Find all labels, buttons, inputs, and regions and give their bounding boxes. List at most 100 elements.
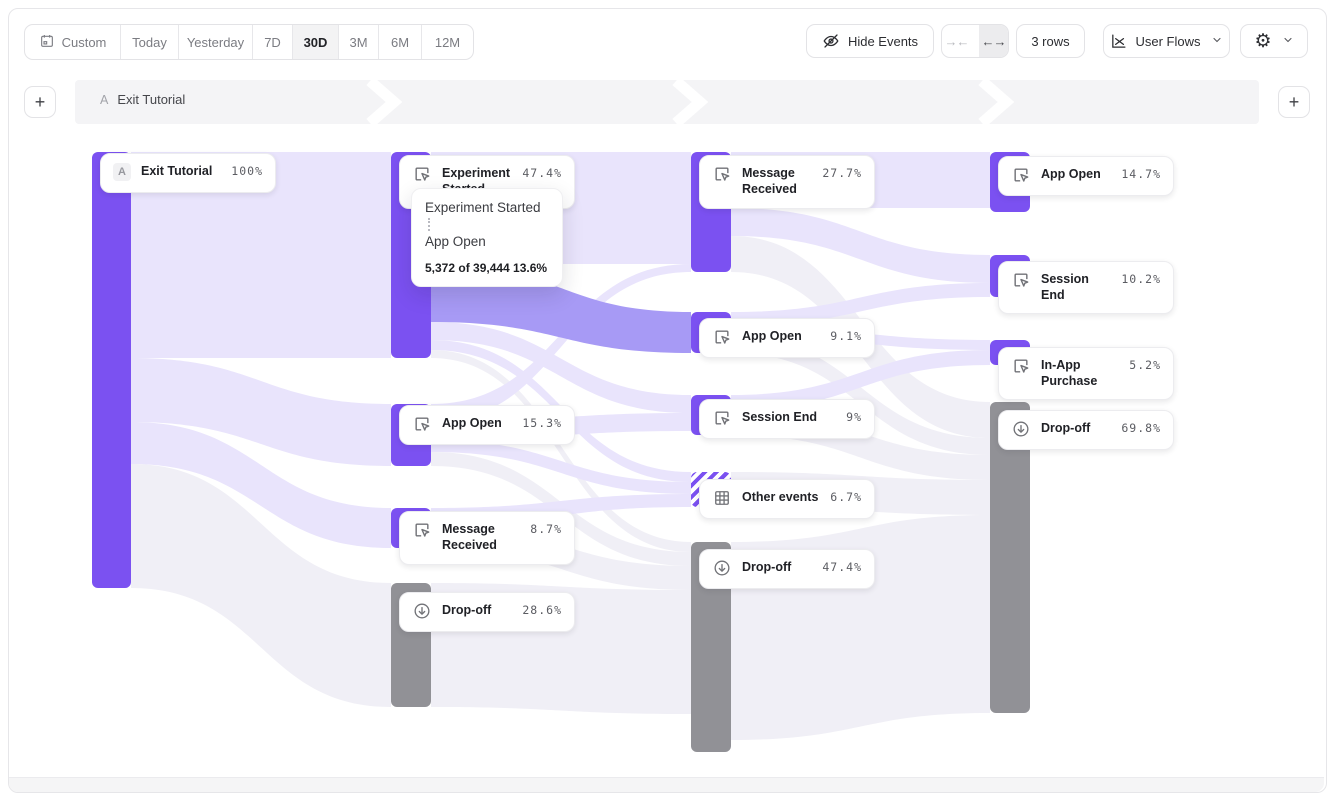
calendar-icon xyxy=(39,33,55,52)
tooltip-connector xyxy=(428,218,549,231)
node-percent: 28.6% xyxy=(522,603,562,617)
rows-label: 3 rows xyxy=(1031,33,1070,49)
cursor-click-icon xyxy=(712,164,732,184)
node-percent: 6.7% xyxy=(830,490,862,504)
step-chevron-separators xyxy=(366,80,1015,124)
node-label: Drop-off xyxy=(442,603,492,617)
flow-node-message-received-c3[interactable]: Message Received 27.7% xyxy=(699,155,875,209)
date-preset-6m[interactable]: 6M xyxy=(378,25,421,59)
node-label: App Open xyxy=(1041,167,1101,181)
node-percent: 69.8% xyxy=(1121,421,1161,435)
date-preset-custom[interactable]: Custom xyxy=(25,25,120,59)
add-step-right-button[interactable]: + xyxy=(1278,86,1310,118)
step-badge: A xyxy=(100,93,109,107)
date-range-selector: Custom Today Yesterday 7D 30D 3M 6M 12M xyxy=(24,24,474,60)
flow-node-session-end-c3[interactable]: Session End 9% xyxy=(699,399,875,439)
date-preset-yesterday[interactable]: Yesterday xyxy=(178,25,252,59)
flow-node-session-end-c4[interactable]: Session End 10.2% xyxy=(998,261,1174,314)
sankey-link[interactable] xyxy=(731,336,990,455)
node-label: App Open xyxy=(442,416,502,430)
plus-icon: + xyxy=(34,91,46,112)
gear-icon: ⚙ xyxy=(1254,30,1272,52)
cursor-click-icon xyxy=(412,520,432,540)
flow-node-app-open-c3[interactable]: App Open 9.1% xyxy=(699,318,875,358)
tooltip-target-event: App Open xyxy=(425,234,486,249)
flow-node-in-app-purchase-c4[interactable]: In-App Purchase 5.2% xyxy=(998,347,1174,400)
sankey-link[interactable] xyxy=(131,464,391,707)
flow-node-drop-off-c3[interactable]: Drop-off 47.4% xyxy=(699,549,875,589)
cursor-click-icon xyxy=(1011,270,1031,290)
cursor-click-icon xyxy=(1011,356,1031,376)
expand-columns-icon[interactable]: ←→ xyxy=(979,25,1008,57)
step-a-label[interactable]: A Exit Tutorial xyxy=(100,92,186,107)
node-percent: 15.3% xyxy=(522,416,562,430)
flow-bar-drop-off-c4[interactable] xyxy=(990,402,1030,713)
tooltip-source-event: Experiment Started xyxy=(425,200,541,215)
settings-button[interactable]: ⚙ xyxy=(1240,24,1308,58)
bottom-scroll-strip[interactable] xyxy=(9,777,1324,792)
node-percent: 5.2% xyxy=(1129,358,1161,372)
node-percent: 10.2% xyxy=(1121,272,1161,286)
node-label: Session End xyxy=(742,410,818,424)
user-flows-icon xyxy=(1110,33,1127,50)
node-label: Session End xyxy=(1041,272,1089,303)
column-width-toggle: →← ←→ xyxy=(941,24,1009,58)
add-step-left-button[interactable]: + xyxy=(24,86,56,118)
node-label: Other events xyxy=(742,490,819,504)
node-percent: 47.4% xyxy=(822,560,862,574)
flow-node-app-open-c2[interactable]: App Open 15.3% xyxy=(399,405,575,445)
sankey-link[interactable] xyxy=(131,358,391,466)
node-percent: 14.7% xyxy=(1121,167,1161,181)
sankey-link[interactable] xyxy=(431,264,691,422)
date-preset-3m[interactable]: 3M xyxy=(338,25,378,59)
step-header-band: A Exit Tutorial xyxy=(75,80,1259,124)
date-preset-12m[interactable]: 12M xyxy=(421,25,473,59)
node-percent: 9% xyxy=(846,410,862,424)
flow-node-drop-off-c2[interactable]: Drop-off 28.6% xyxy=(399,592,575,632)
eye-off-icon xyxy=(822,32,840,50)
date-preset-today[interactable]: Today xyxy=(120,25,178,59)
cursor-click-icon xyxy=(712,408,732,428)
drop-off-icon xyxy=(712,558,732,578)
sankey-link[interactable] xyxy=(431,440,691,494)
sankey-link[interactable] xyxy=(131,152,391,358)
node-label: Message Received xyxy=(742,166,797,197)
step-badge: A xyxy=(113,163,131,181)
sankey-link[interactable] xyxy=(731,283,990,326)
date-preset-30d[interactable]: 30D xyxy=(292,25,338,59)
hide-events-button[interactable]: Hide Events xyxy=(806,24,934,58)
flow-bar-exit-tutorial[interactable] xyxy=(92,152,131,588)
date-preset-7d[interactable]: 7D xyxy=(252,25,292,59)
flow-node-exit-tutorial[interactable]: A Exit Tutorial 100% xyxy=(100,153,276,193)
view-type-label: User Flows xyxy=(1135,33,1201,49)
view-type-dropdown[interactable]: User Flows xyxy=(1103,24,1230,58)
node-label: Exit Tutorial xyxy=(141,164,213,178)
node-percent: 100% xyxy=(231,164,263,178)
sankey-link[interactable] xyxy=(431,350,691,552)
node-percent: 9.1% xyxy=(830,329,862,343)
flow-node-app-open-c4[interactable]: App Open 14.7% xyxy=(998,156,1174,196)
node-label: Drop-off xyxy=(1041,421,1091,435)
sankey-link[interactable] xyxy=(431,322,691,413)
sankey-link[interactable] xyxy=(731,350,990,410)
chevron-down-icon xyxy=(1211,34,1223,49)
node-percent: 47.4% xyxy=(522,166,562,180)
rows-button[interactable]: 3 rows xyxy=(1016,24,1085,58)
plus-icon: + xyxy=(1288,91,1300,112)
cursor-click-icon xyxy=(412,164,432,184)
sankey-link[interactable] xyxy=(731,208,990,283)
cursor-click-icon xyxy=(1011,165,1031,185)
cursor-click-icon xyxy=(412,414,432,434)
link-tooltip: Experiment Started App Open 5,372 of 39,… xyxy=(411,188,563,287)
tooltip-stats: 5,372 of 39,444 13.6% xyxy=(425,261,548,275)
drop-off-icon xyxy=(1011,419,1031,439)
flow-node-other-events-c3[interactable]: Other events 6.7% xyxy=(699,479,875,519)
flow-node-message-received-c2[interactable]: Message Received 8.7% xyxy=(399,511,575,565)
cursor-click-icon xyxy=(712,327,732,347)
sankey-link[interactable] xyxy=(131,422,391,548)
drop-off-icon xyxy=(412,601,432,621)
flow-node-drop-off-c4[interactable]: Drop-off 69.8% xyxy=(998,410,1174,450)
node-label: Message Received xyxy=(442,522,497,553)
node-label: App Open xyxy=(742,329,802,343)
collapse-columns-icon[interactable]: →← xyxy=(944,33,970,49)
